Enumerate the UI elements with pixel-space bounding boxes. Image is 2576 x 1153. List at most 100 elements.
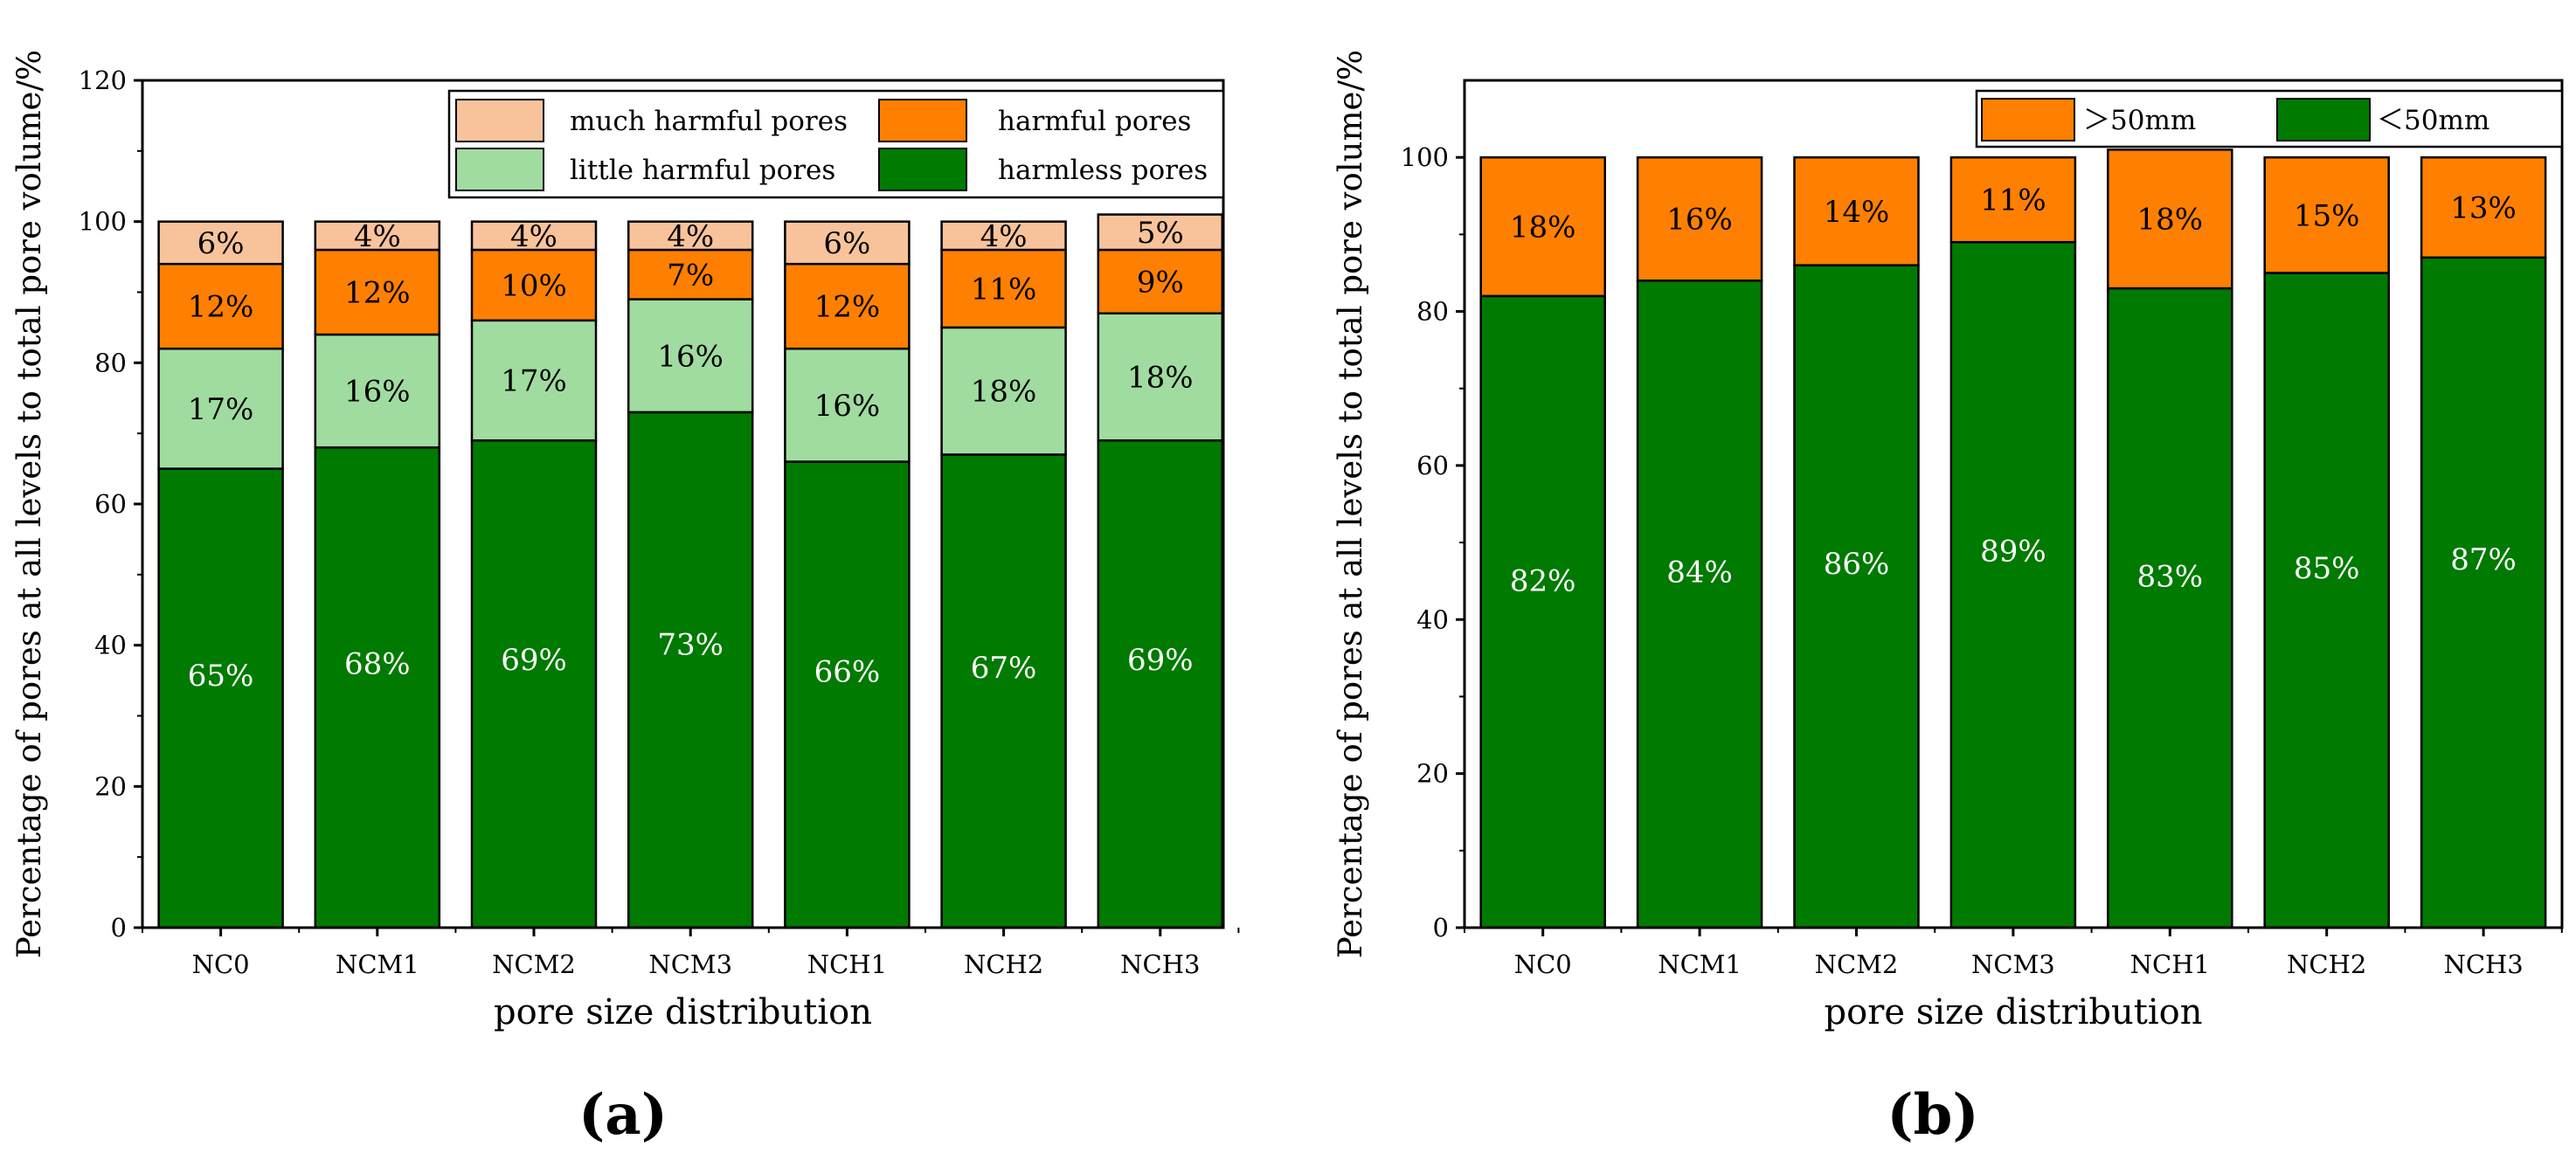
legend-a: much harmful pores harmful pores little ha… [447,89,1225,199]
bar-data-label: 87% [2450,542,2517,577]
x-tick-label: NCH1 [807,949,887,979]
bar-segment [1097,439,1224,929]
bar-data-label: 5% [1137,216,1184,251]
bar-segment [784,347,911,463]
bar-data-label: 9% [1137,265,1184,300]
bar-data-label: 16% [344,375,411,410]
x-tick-label: NCH3 [2443,949,2523,979]
bar-data-label: 84% [1666,556,1733,590]
x-tick-label: NCH2 [2287,949,2366,979]
bar-data-label: 6% [197,226,245,261]
panel-label-a: (a) [578,1082,668,1148]
bar-data-label: 82% [1510,563,1576,598]
bar-data-label: 83% [2137,559,2204,594]
bar-data-label: 13% [2450,191,2517,226]
bar-data-label: 12% [188,290,254,325]
x-tick-label: NC0 [192,949,250,979]
bar-data-label: 16% [814,389,881,424]
ticks-a: 0 20 40 60 80 100 120 NC0 NCM1 NCM2 NCM3 NCH1 NCH2 NC… [79,66,1240,979]
bar-segment [627,298,754,414]
bar-segment [1949,240,2077,929]
bar-segment [1949,155,2077,244]
x-axis-title-a: pore size distribution [494,992,872,1032]
bar-segment [157,220,284,266]
bar-data-label: 4% [510,219,557,254]
bar-segment [784,220,911,266]
bar-data-label: 12% [344,276,411,311]
bar-data-label: 14% [1824,195,1890,230]
bar-data-label: 68% [344,647,411,682]
bar-segment [2263,155,2390,274]
bar-data-label: 4% [667,219,714,254]
x-axis-title-b: pore size distribution [1825,992,2203,1032]
bar-segment [314,446,441,929]
bar-segment [1793,155,1920,266]
bar-data-label: 4% [980,219,1028,254]
bar-group-a: 65% 17% 12% 6% 68% 16% 12% 4% 69% 17% 10% 4% 73% 16% 7… [157,213,1224,929]
bar-segment [627,411,754,929]
legend-b: ＞50mm ＜50mm [1975,89,2564,148]
bar-segment [157,467,284,929]
bar-segment [2107,287,2233,929]
bar-data-label: 85% [2294,551,2360,586]
y-tick-label: 0 [111,913,127,942]
bar-segment [314,220,441,252]
bar-data-label: 18% [2137,203,2204,238]
legend-label: ＞50mm [2083,105,2196,136]
bar-segment [1479,155,1606,298]
bar-segment [470,319,598,442]
bar-group-b: 82% 18% 84% 16% 86% 14% 89% 11% 83% 18% 85% 15% 87% 1… [1479,148,2547,929]
legend-swatch [1981,98,2075,142]
bar-segment [2420,155,2547,259]
y-tick-label: 40 [1416,604,1449,634]
bar-data-label: 18% [1510,211,1576,245]
bar-segment [784,460,911,929]
bar-segment [940,326,1067,456]
bar-data-label: 18% [971,375,1037,410]
legend-label: little harmful pores [570,155,835,186]
bar-data-label: 17% [188,392,254,427]
bar-segment [157,347,284,470]
bar-data-label: 16% [1666,203,1733,238]
legend-box [447,89,1225,199]
bar-segment [2107,148,2233,290]
x-tick-label: NCM3 [1971,949,2055,979]
bar-data-label: 69% [1127,643,1194,678]
y-tick-label: 60 [1416,451,1449,480]
bar-data-label: 11% [971,272,1037,307]
bar-data-label: 65% [188,659,254,694]
x-tick-label: NCH1 [2130,949,2210,979]
legend-label: ＜50mm [2377,105,2489,136]
bar-data-label: 6% [823,226,870,261]
x-tick-label: NCM3 [648,949,732,979]
legend-swatch [878,148,967,191]
y-tick-label: 120 [79,66,127,95]
y-axis-title-a: Percentage of pores at all levels to tot… [10,50,48,958]
x-tick-label: NCM1 [1658,949,1742,979]
bar-data-label: 89% [1980,534,2046,569]
plot-frame-a [141,79,1225,929]
bar-segment [940,248,1067,329]
y-tick-label: 20 [1416,759,1449,789]
bar-data-label: 7% [667,258,714,293]
bar-segment [1097,213,1224,252]
y-axis-title-b: Percentage of pores at all levels to tot… [1332,50,1369,958]
bar-data-label: 16% [657,339,724,374]
bar-segment [470,220,598,252]
bar-data-label: 10% [501,268,567,303]
bar-data-label: 4% [354,219,401,254]
y-tick-label: 20 [94,771,127,801]
bar-segment [940,453,1067,929]
bar-segment [2263,272,2390,929]
bar-segment [627,220,754,252]
y-tick-label: 80 [1416,297,1449,327]
bar-segment [1097,248,1224,314]
y-tick-label: 0 [1433,913,1449,942]
legend-swatch [455,99,544,142]
bar-segment [157,262,284,350]
x-tick-label: NC0 [1514,949,1572,979]
bar-data-label: 18% [1127,361,1194,396]
bar-segment [470,439,598,929]
bar-data-label: 69% [501,643,567,678]
